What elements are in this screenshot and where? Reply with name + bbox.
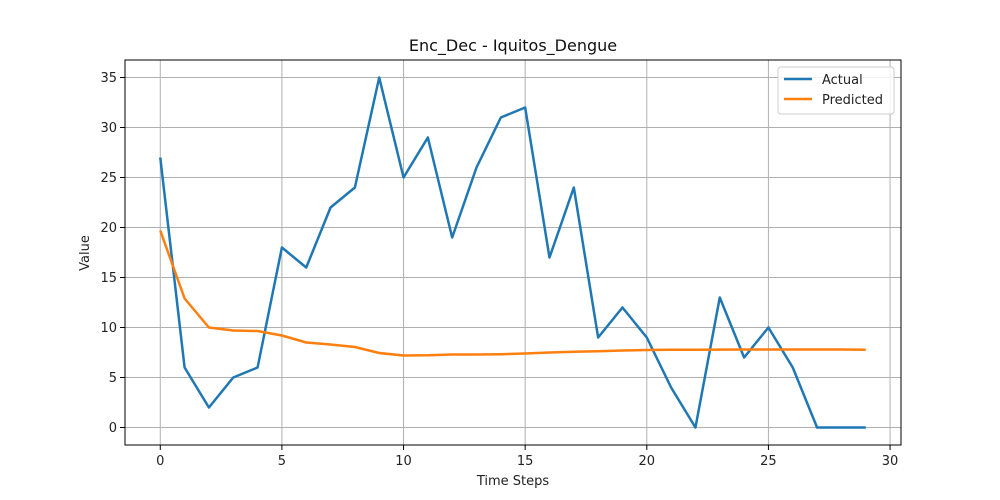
y-tick-label: 30 [100,121,117,136]
y-tick-label: 10 [100,321,117,336]
plot-frame [124,59,902,446]
grid [125,60,901,445]
x-tick-label: 20 [639,454,656,469]
y-axis-label: Value [78,235,93,271]
axis-ticks: 0 5 10 15 20 25 30 0 5 10 15 20 25 30 35 [100,71,898,469]
x-axis-label: Time Steps [476,474,550,489]
x-tick-label: 25 [760,454,777,469]
y-tick-label: 15 [100,271,117,286]
y-tick-label: 0 [109,421,117,436]
series-line-actual [159,76,866,429]
x-tick-label: 0 [156,454,164,469]
y-tick-label: 35 [100,71,117,86]
legend-label-actual: Actual [822,73,863,88]
x-tick-label: 30 [882,454,899,469]
series-layer [159,76,866,429]
y-tick-label: 20 [100,221,117,236]
series-line-predicted [159,230,866,357]
x-tick-label: 5 [278,454,286,469]
x-tick-label: 10 [395,454,412,469]
y-tick-label: 25 [100,171,117,186]
legend: Actual Predicted [777,66,895,115]
chart-title: Enc_Dec - Iquitos_Dengue [409,36,617,56]
legend-label-predicted: Predicted [822,93,883,108]
x-tick-label: 15 [517,454,534,469]
y-tick-label: 5 [109,371,117,386]
